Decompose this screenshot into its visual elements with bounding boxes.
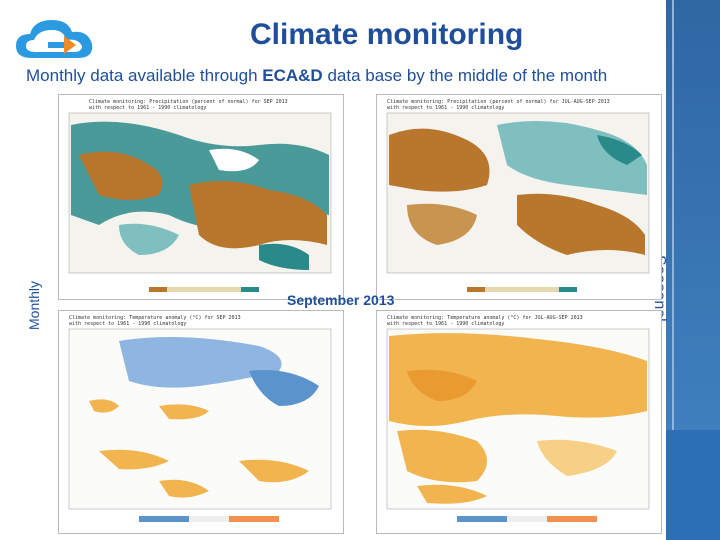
map-title-line2: with respect to 1961 - 1990 climatology [387,105,504,111]
map-temp-monthly: Climate monitoring: Temperature anomaly … [58,310,344,534]
cloud-logo-icon [12,12,108,68]
map-precip-monthly: Climate monitoring: Precipitation (perce… [58,94,344,300]
right-sidebar-strip [666,0,720,540]
map-title-line1: Climate monitoring: Precipitation (perce… [387,99,610,105]
map-temp-seasonal: Climate monitoring: Temperature anomaly … [376,310,662,534]
map-title-line2: with respect to 1961 - 1990 climatology [89,105,206,111]
subtitle-bold: ECA&D [262,66,323,85]
monthly-label: Monthly [26,280,42,330]
map-title-line2: with respect to 1961 - 1990 climatology [69,321,186,327]
page-title: Climate monitoring [250,18,524,51]
sidebar-lower-block [666,430,720,540]
page-subtitle: Monthly data available through ECA&D dat… [26,66,607,86]
map-title-line1: Climate monitoring: Temperature anomaly … [387,315,583,321]
sidebar-divider-line [672,0,674,540]
subtitle-text-end: data base by the middle of the month [322,66,608,85]
map-title-line2: with respect to 1961 - 1990 climatology [387,321,504,327]
subtitle-text: Monthly data available through [26,66,263,85]
map-title-line1: Climate monitoring: Precipitation (perce… [89,99,288,105]
map-title-line1: Climate monitoring: Temperature anomaly … [69,315,241,321]
map-precip-seasonal: Climate monitoring: Precipitation (perce… [376,94,662,300]
period-label: September 2013 [287,292,395,308]
